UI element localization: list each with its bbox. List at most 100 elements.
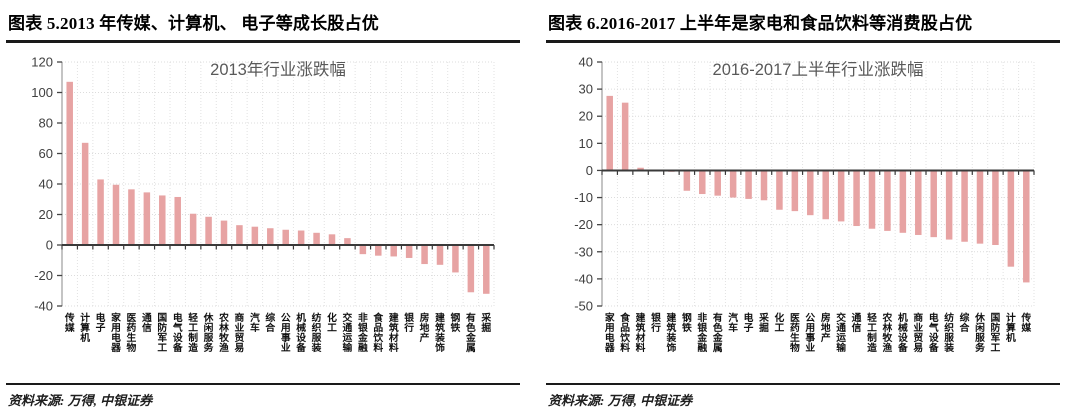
- x-axis: [61, 244, 495, 250]
- bar: [853, 170, 860, 227]
- bar: [714, 170, 721, 196]
- x-tick-label: 综合: [959, 311, 970, 334]
- figure-5-source-note: 资料来源: 万得, 中银证券: [6, 383, 520, 419]
- x-tick-label: 钢铁: [451, 311, 461, 334]
- bar: [159, 195, 166, 245]
- bar: [791, 170, 799, 212]
- x-tick-label: 休闲服务: [203, 311, 214, 354]
- x-tick-label: 有色金属: [712, 311, 723, 354]
- bar: [390, 245, 397, 257]
- bar: [776, 170, 783, 210]
- x-tick-label: 综合: [264, 311, 275, 334]
- x-tick-label: 电气设备: [928, 311, 939, 354]
- bar: [822, 170, 829, 220]
- y-tick-label: -20: [574, 217, 593, 232]
- x-tick-label: 电气设备: [172, 311, 183, 354]
- y-tick-label: 120: [31, 55, 53, 70]
- x-category-labels: 传媒计算机电子家用电器医药生物通信国防军工电气设备轻工制造休闲服务农林牧渔商业贸…: [64, 311, 492, 354]
- bar: [112, 184, 120, 245]
- x-tick-label: 商业贸易: [235, 311, 245, 354]
- bar: [760, 170, 768, 201]
- bar: [128, 189, 135, 245]
- bar: [1023, 170, 1030, 283]
- chart-canvas: -40 -20 0 20 40 60 80 100 120 2013年行业涨跌幅传媒计算机电子家用…: [31, 55, 495, 354]
- x-tick-label: 农林牧渔: [218, 311, 229, 354]
- x-tick-label: 银行: [403, 311, 414, 334]
- chart-title: 2013年行业涨跌幅: [210, 60, 346, 79]
- bar: [930, 170, 937, 238]
- figure-5-panel: 图表 5.2013 年传媒、计算机、 电子等成长股占优 -40 -20 0 20 40 6…: [6, 0, 520, 419]
- x-tick-label: 轻工制造: [867, 311, 877, 354]
- x-tick-label: 钢铁: [682, 311, 692, 334]
- bar: [66, 81, 73, 245]
- y-tick-label: 40: [39, 177, 53, 192]
- y-tick-label: -30: [574, 244, 593, 259]
- x-tick-label: 建筑装饰: [434, 311, 445, 354]
- y-tick-label: 10: [579, 136, 593, 151]
- bar: [837, 170, 845, 222]
- x-tick-label: 公用事业: [280, 312, 291, 354]
- bar: [236, 225, 243, 245]
- bar: [467, 245, 475, 293]
- bar: [992, 170, 999, 245]
- bar: [637, 167, 644, 171]
- x-tick-label: 公用事业: [804, 312, 815, 354]
- chart-title: 2016-2017上半年行业涨跌幅: [713, 60, 924, 79]
- bar: [807, 170, 814, 216]
- y-tick-label: 60: [39, 146, 53, 161]
- x-tick-label: 纺织服装: [311, 311, 322, 354]
- x-tick-label: 建筑材料: [388, 311, 399, 354]
- bar: [189, 213, 197, 245]
- chart-canvas: -50 -40 -30 -20 -10 0 10 20 30 40 2016-2017上半年行业涨跌…: [574, 55, 1035, 354]
- x-tick-label: 纺织服装: [943, 311, 954, 354]
- bar: [961, 170, 968, 242]
- x-tick-label: 汽车: [728, 311, 738, 334]
- x-tick-label: 通信: [142, 312, 152, 334]
- x-tick-label: 非银金融: [696, 311, 707, 354]
- y-tick-label: -10: [574, 190, 593, 205]
- y-tick-label: 0: [46, 238, 53, 253]
- bar: [375, 245, 382, 256]
- figure-6-source-note: 资料来源: 万得, 中银证券: [546, 383, 1060, 419]
- bar: [405, 245, 413, 258]
- bar: [1007, 170, 1015, 267]
- bar: [915, 170, 922, 235]
- bar: [220, 220, 228, 245]
- bar: [621, 102, 629, 171]
- industry-returns-chart-2016-2017: -50 -40 -30 -20 -10 0 10 20 30 40 2016-2017上半年行业涨跌…: [546, 48, 1060, 382]
- x-tick-label: 医药生物: [790, 312, 800, 354]
- bar: [174, 196, 181, 245]
- bar: [945, 170, 953, 240]
- bar: [976, 170, 984, 244]
- y-tick-label: 20: [39, 207, 53, 222]
- bar: [328, 234, 336, 245]
- bar: [606, 95, 613, 171]
- bar: [899, 170, 907, 233]
- bar: [436, 245, 444, 265]
- x-tick-label: 家用电器: [604, 311, 615, 354]
- y-tick-label: 100: [31, 85, 53, 100]
- industry-returns-chart-2013: -40 -20 0 20 40 60 80 100 120 2013年行业涨跌幅 传媒 计算机 电子 家用…: [6, 48, 520, 382]
- x-tick-label: 建筑材料: [635, 311, 646, 354]
- y-tick-label: -40: [34, 299, 53, 314]
- y-tick-label: -40: [574, 271, 593, 286]
- figure-5-title: 图表 5.2013 年传媒、计算机、 电子等成长股占优: [6, 0, 520, 43]
- x-tick-label: 机械设备: [295, 311, 306, 354]
- bar: [313, 232, 320, 245]
- x-tick-label: 计算机: [79, 311, 90, 344]
- bar: [884, 170, 891, 231]
- bar: [868, 170, 876, 229]
- figure-6-title: 图表 6.2016-2017 上半年是家电和食品饮料等消费股占优: [546, 0, 1060, 43]
- y-tick-label: -50: [574, 299, 593, 314]
- bar: [143, 192, 151, 245]
- bar: [205, 216, 212, 245]
- x-tick-label: 医药生物: [127, 312, 137, 354]
- x-tick-label: 食品饮料: [619, 311, 630, 354]
- y-tick-label: 40: [579, 55, 593, 70]
- x-category-labels: 家用电器食品饮料建筑材料银行建筑装饰钢铁非银金融有色金属汽车电子采掘化工医药生物…: [604, 311, 1032, 354]
- bars: [606, 95, 1030, 283]
- bar: [683, 170, 691, 191]
- x-tick-label: 食品饮料: [372, 311, 383, 354]
- x-tick-label: 房地产: [420, 311, 430, 344]
